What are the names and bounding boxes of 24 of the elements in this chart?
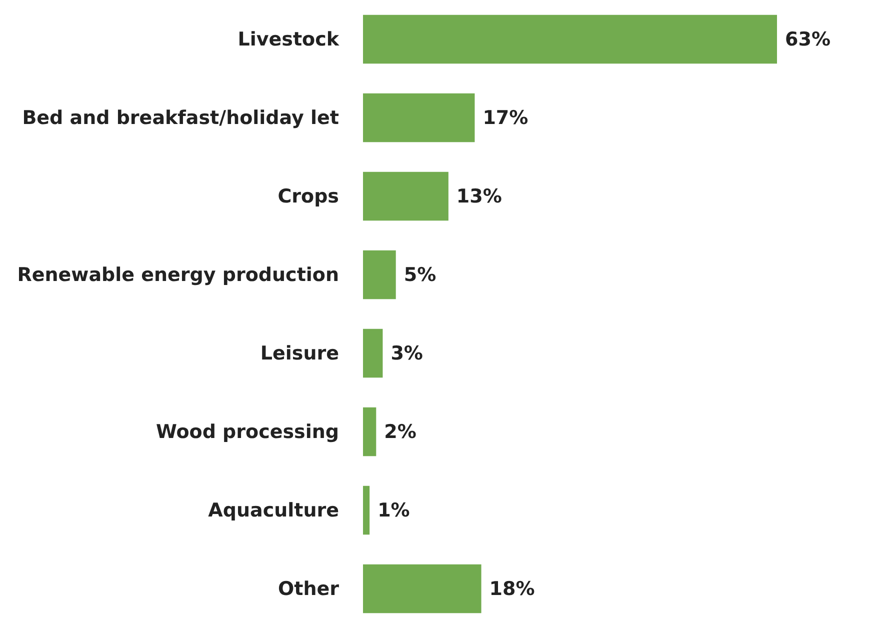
bar	[363, 564, 482, 614]
data-label: 1%	[378, 499, 410, 522]
y-tick-label: Leisure	[260, 342, 339, 364]
y-tick-label: Bed and breakfast/holiday let	[22, 106, 339, 129]
bar	[363, 93, 475, 142]
y-tick-label: Other	[278, 578, 340, 600]
y-tick-label: Aquaculture	[208, 499, 339, 522]
bar	[363, 328, 383, 378]
y-tick-label: Renewable energy production	[17, 264, 339, 286]
data-label: 63%	[785, 28, 830, 50]
data-label: 5%	[404, 264, 436, 286]
data-label: 18%	[489, 578, 535, 600]
data-label: 2%	[384, 420, 416, 443]
y-tick-label: Livestock	[238, 28, 340, 50]
bar	[363, 250, 396, 300]
data-label: 3%	[390, 342, 423, 364]
bar	[363, 14, 777, 64]
bar	[363, 486, 370, 535]
data-label: 13%	[456, 185, 502, 208]
y-tick-label: Wood processing	[156, 420, 339, 443]
data-label: 17%	[482, 106, 528, 129]
bar	[363, 172, 448, 221]
y-tick-label: Crops	[278, 185, 339, 208]
bar	[363, 407, 376, 456]
